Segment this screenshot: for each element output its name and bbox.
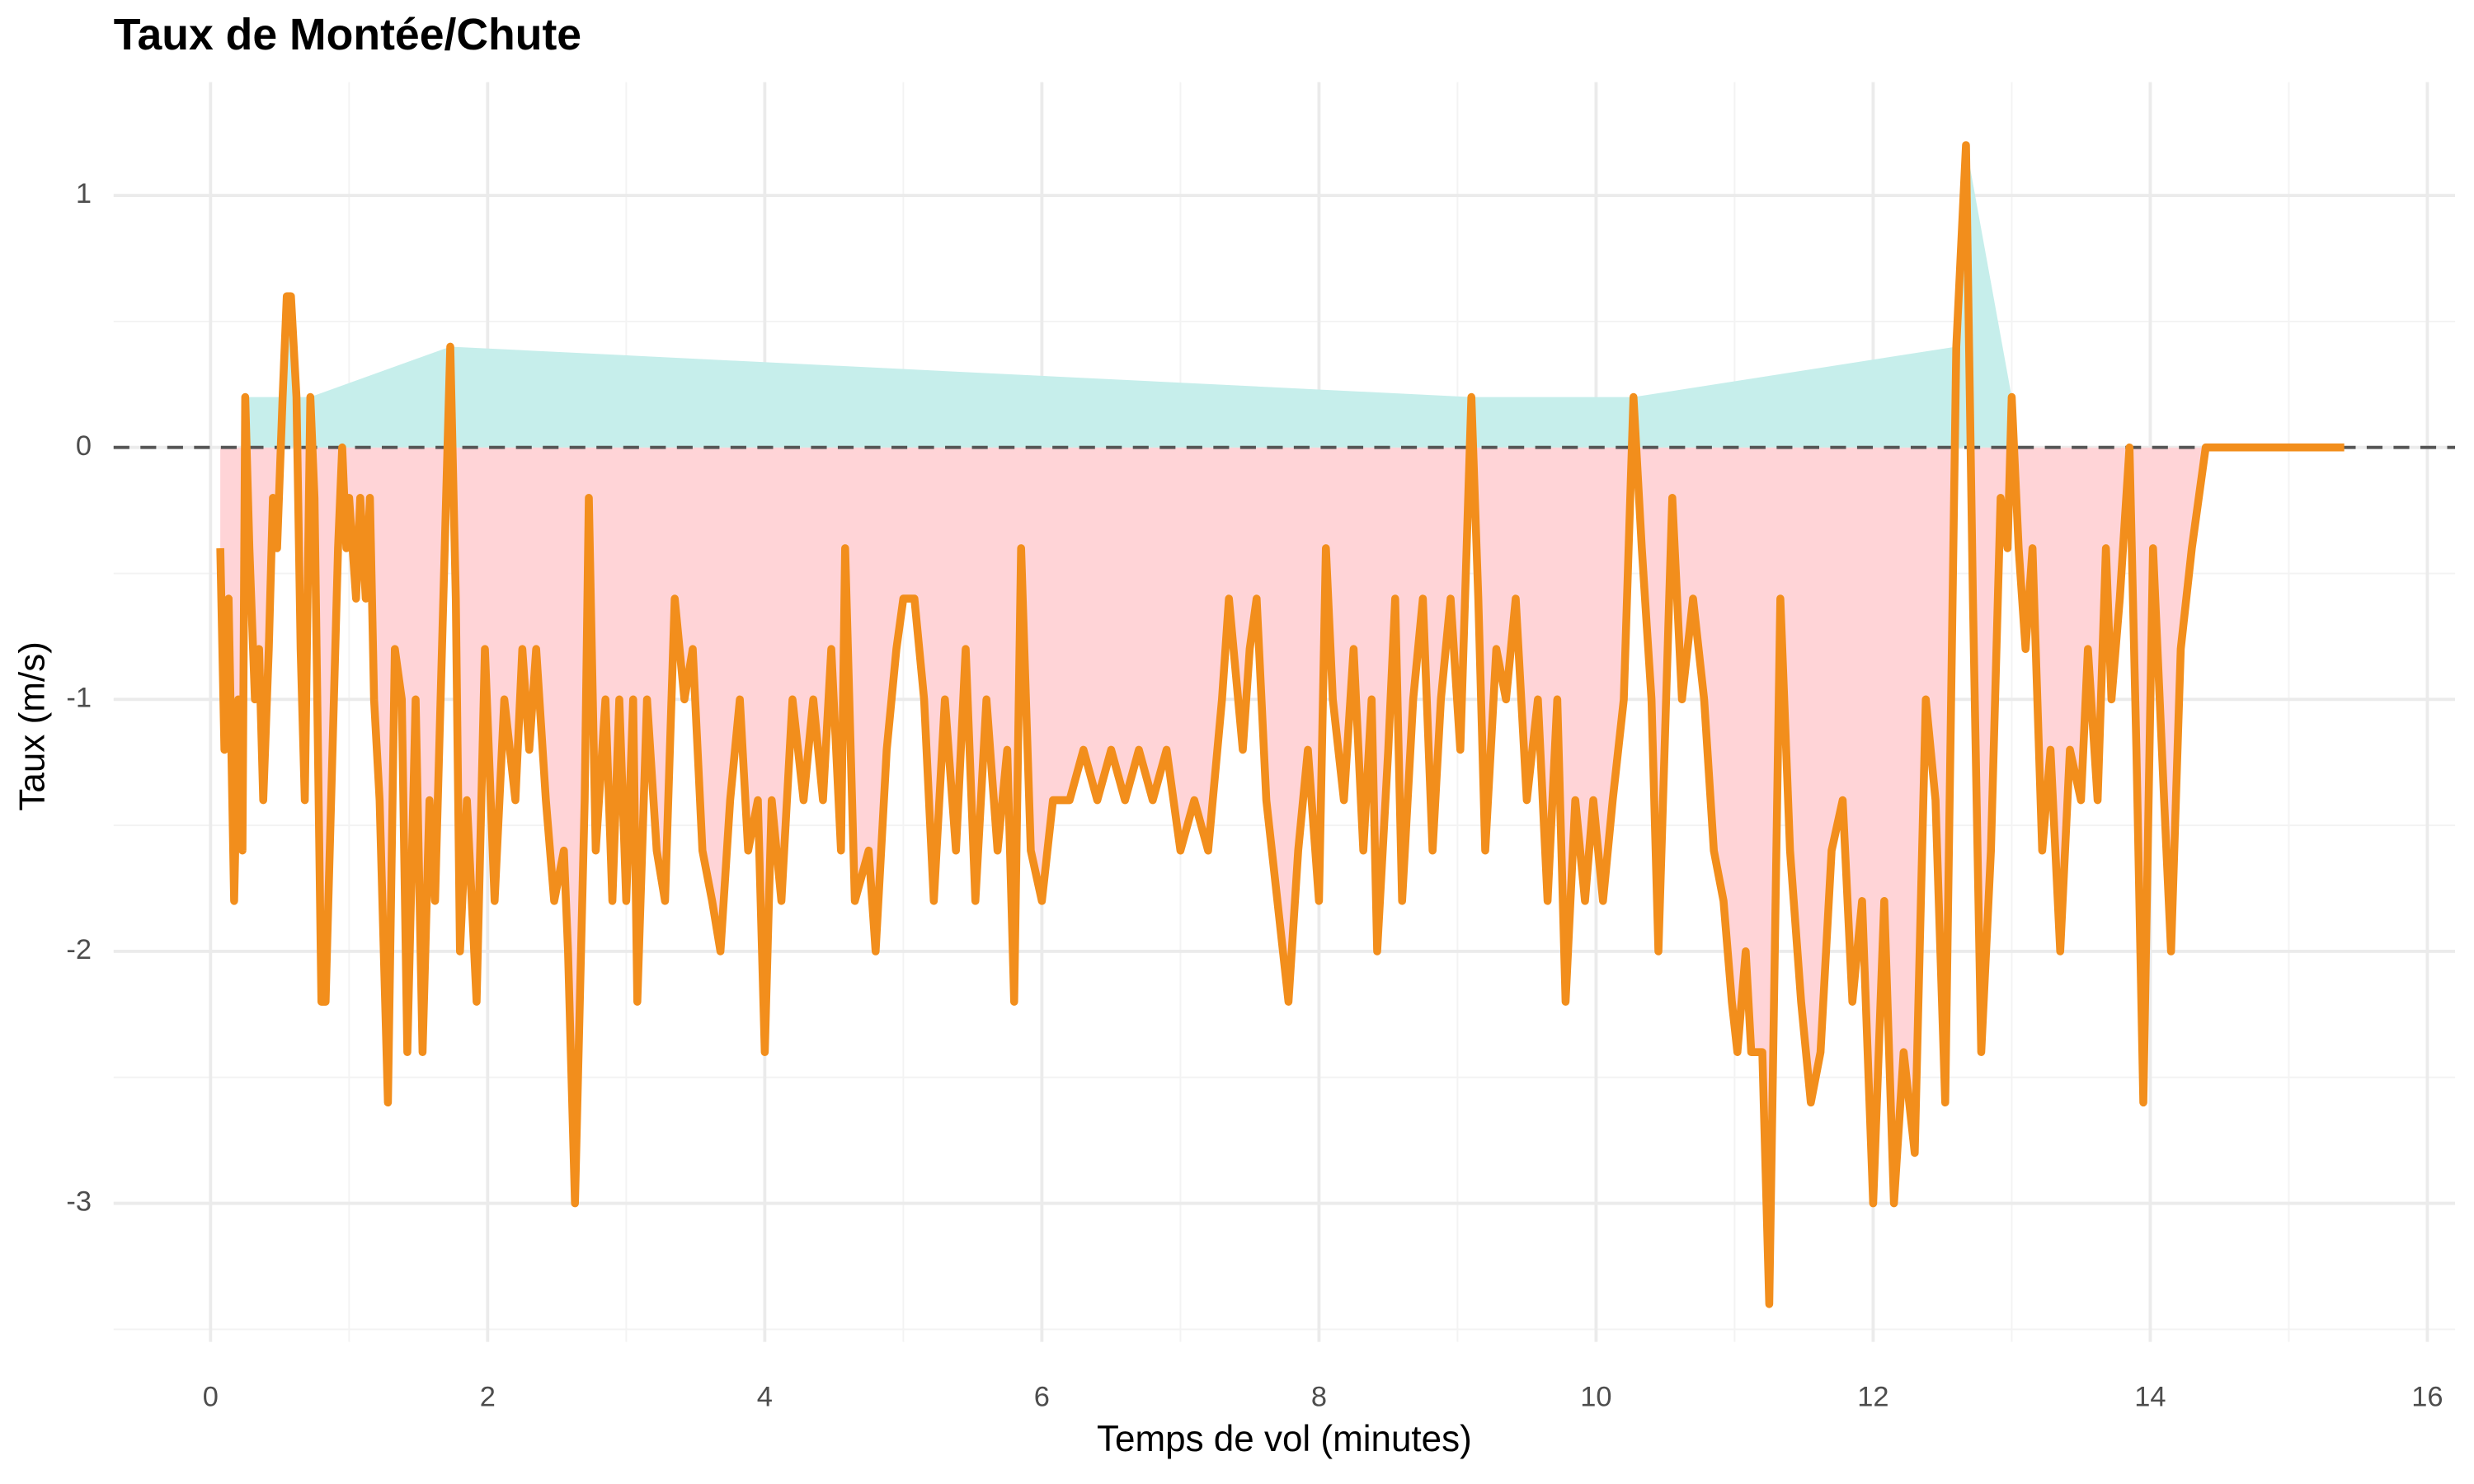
y-tick-label: 0 [76,430,92,462]
chart-title: Taux de Montée/Chute [114,10,581,59]
x-tick-label: 16 [2411,1382,2443,1413]
x-tick-label: 6 [1034,1382,1050,1413]
y-tick-label: 1 [76,178,92,209]
y-tick-label: -2 [66,934,92,965]
x-tick-label: 4 [757,1382,773,1413]
x-tick-label: 10 [1580,1382,1611,1413]
x-tick-label: 12 [1857,1382,1888,1413]
x-tick-label: 8 [1311,1382,1327,1413]
data-line [216,141,2345,1308]
x-tick-label: 0 [203,1382,219,1413]
y-tick-label: -1 [66,682,92,713]
positive-area [245,144,2012,448]
y-tick-label: -3 [66,1186,92,1218]
y-axis-title: Taux (m/s) [12,641,53,811]
x-axis-title: Temps de vol (minutes) [1097,1419,1472,1459]
x-tick-label: 2 [480,1382,496,1413]
x-tick-label: 14 [2134,1382,2166,1413]
negative-area [220,447,2206,1304]
